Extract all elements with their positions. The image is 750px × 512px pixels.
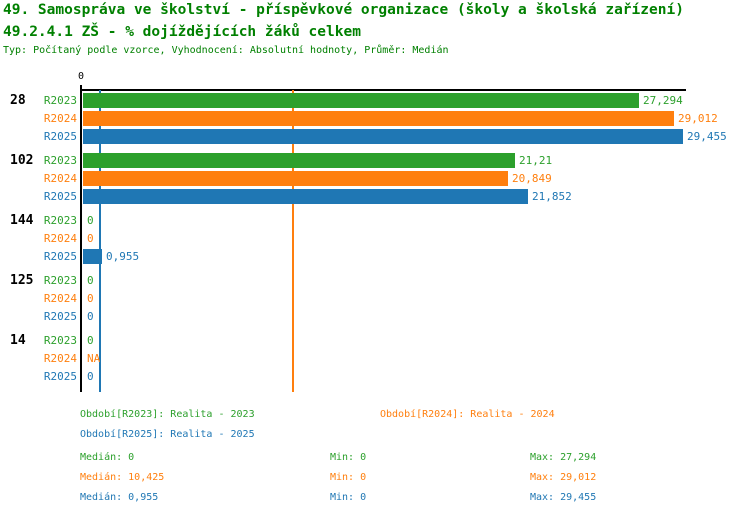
bar-value-label: 0 <box>87 334 94 347</box>
stat-median-R2025: Medián: 0,955 <box>80 492 159 503</box>
median-line-R2025 <box>99 90 101 392</box>
series-label: R2024 <box>43 292 77 305</box>
series-label: R2025 <box>43 190 77 203</box>
bar-value-label: 0 <box>87 214 94 227</box>
bar-R2025 <box>83 249 102 264</box>
stat-median-R2024: Medián: 10,425 <box>80 472 165 483</box>
median-line-R2024 <box>292 90 294 392</box>
bar-value-label: 0 <box>87 232 94 245</box>
legend-item-R2025: Období[R2025]: Realita - 2025 <box>80 429 255 440</box>
series-label: R2025 <box>43 130 77 143</box>
bar-R2025 <box>83 129 683 144</box>
series-label: R2023 <box>43 214 77 227</box>
bar-value-label: 0,955 <box>106 250 140 263</box>
bar-value-label: 21,21 <box>519 154 553 167</box>
series-label: R2023 <box>43 94 77 107</box>
bar-R2025 <box>83 189 528 204</box>
stat-max-R2024: Max: 29,012 <box>530 472 597 483</box>
group-label: 125 <box>10 273 34 288</box>
bar-value-label: 0 <box>87 310 94 323</box>
group-label: 102 <box>10 153 34 168</box>
stat-min-R2023: Min: 0 <box>330 452 367 463</box>
group-label: 144 <box>10 213 34 228</box>
chart-title-line1: 49. Samospráva ve školství - příspěvkové… <box>3 2 684 18</box>
bar-R2024 <box>83 171 508 186</box>
series-label: R2025 <box>43 310 77 323</box>
series-label: R2024 <box>43 232 77 245</box>
series-label: R2024 <box>43 352 77 365</box>
bar-R2023 <box>83 153 515 168</box>
bar-value-label: NA <box>87 352 101 365</box>
bar-value-label: 0 <box>87 370 94 383</box>
bar-value-label: 27,294 <box>643 94 683 107</box>
chart-meta: Typ: Počítaný podle vzorce, Vyhodnocení:… <box>3 45 449 56</box>
stat-max-R2025: Max: 29,455 <box>530 492 597 503</box>
x-axis-top-line <box>80 89 686 91</box>
bar-value-label: 0 <box>87 292 94 305</box>
legend-item-R2024: Období[R2024]: Realita - 2024 <box>380 409 555 420</box>
stat-max-R2023: Max: 27,294 <box>530 452 597 463</box>
series-label: R2024 <box>43 112 77 125</box>
stat-min-R2025: Min: 0 <box>330 492 367 503</box>
y-axis-line <box>80 85 82 392</box>
series-label: R2024 <box>43 172 77 185</box>
series-label: R2025 <box>43 370 77 383</box>
stat-min-R2024: Min: 0 <box>330 472 367 483</box>
legend-item-R2023: Období[R2023]: Realita - 2023 <box>80 409 255 420</box>
bar-R2023 <box>83 93 639 108</box>
series-label: R2023 <box>43 154 77 167</box>
bar-value-label: 20,849 <box>512 172 552 185</box>
bar-value-label: 21,852 <box>532 190 572 203</box>
series-label: R2023 <box>43 334 77 347</box>
group-label: 28 <box>10 93 26 108</box>
series-label: R2023 <box>43 274 77 287</box>
bar-R2024 <box>83 111 674 126</box>
bar-value-label: 0 <box>87 274 94 287</box>
bar-value-label: 29,012 <box>678 112 718 125</box>
axis-zero-tick-label: 0 <box>77 71 85 82</box>
bar-value-label: 29,455 <box>687 130 727 143</box>
chart-title-line2: 49.2.4.1 ZŠ - % dojíždějících žáků celke… <box>3 24 361 40</box>
series-label: R2025 <box>43 250 77 263</box>
group-label: 14 <box>10 333 26 348</box>
stat-median-R2023: Medián: 0 <box>80 452 135 463</box>
